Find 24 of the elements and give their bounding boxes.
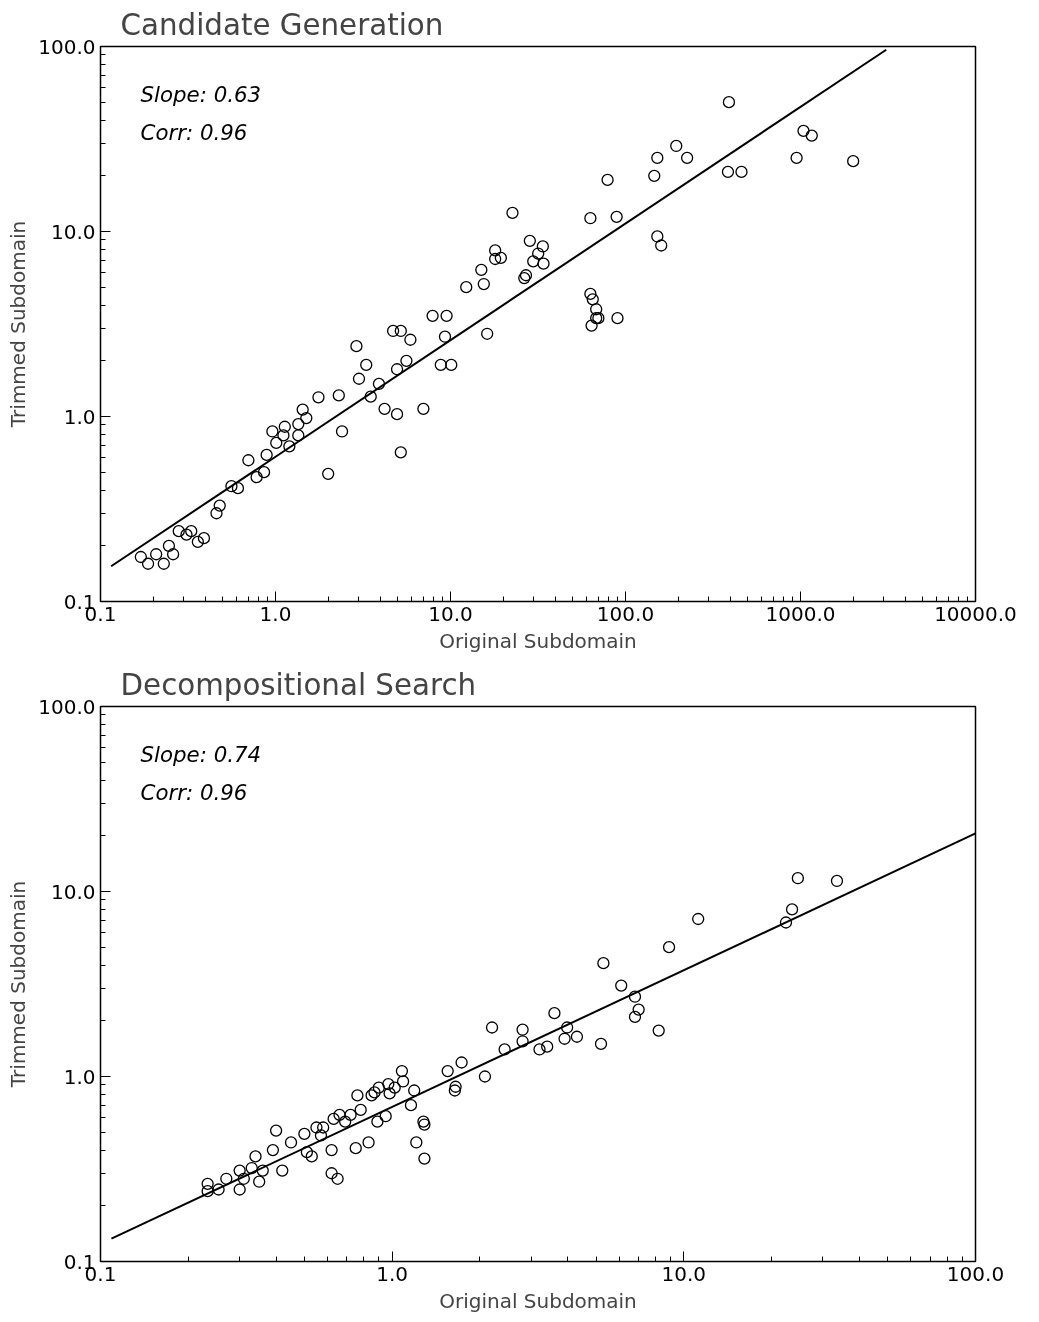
annotation: Slope: 0.63 (140, 81, 262, 107)
x-tick-label: 10.0 (428, 601, 473, 626)
annotation: Corr: 0.96 (140, 119, 248, 145)
chart-title: Candidate Generation (120, 7, 444, 42)
x-tick-label: 1.0 (376, 1261, 409, 1286)
y-tick-label: 100.0 (38, 694, 96, 719)
y-tick-label: 1.0 (63, 404, 96, 429)
annotation: Corr: 0.96 (140, 779, 248, 805)
x-tick-label: 1.0 (259, 601, 292, 626)
y-axis-title: Trimmed Subdomain (6, 220, 31, 429)
y-tick-label: 100.0 (38, 34, 96, 59)
x-axis-title: Original Subdomain (439, 1288, 637, 1313)
x-tick-label: 100.0 (596, 601, 655, 626)
chart-title: Decompositional Search (120, 667, 477, 702)
x-axis-title: Original Subdomain (439, 628, 637, 653)
y-tick-label: 1.0 (63, 1064, 96, 1089)
x-tick-label: 10.0 (661, 1261, 707, 1286)
y-axis-title: Trimmed Subdomain (6, 880, 31, 1089)
x-tick-label: 100.0 (946, 1261, 1005, 1286)
y-tick-label: 10.0 (50, 219, 96, 244)
annotation: Slope: 0.74 (140, 741, 262, 767)
x-tick-label: 1000.0 (765, 601, 836, 626)
y-tick-label: 10.0 (50, 879, 96, 904)
x-tick-label: 10000.0 (934, 601, 1017, 626)
